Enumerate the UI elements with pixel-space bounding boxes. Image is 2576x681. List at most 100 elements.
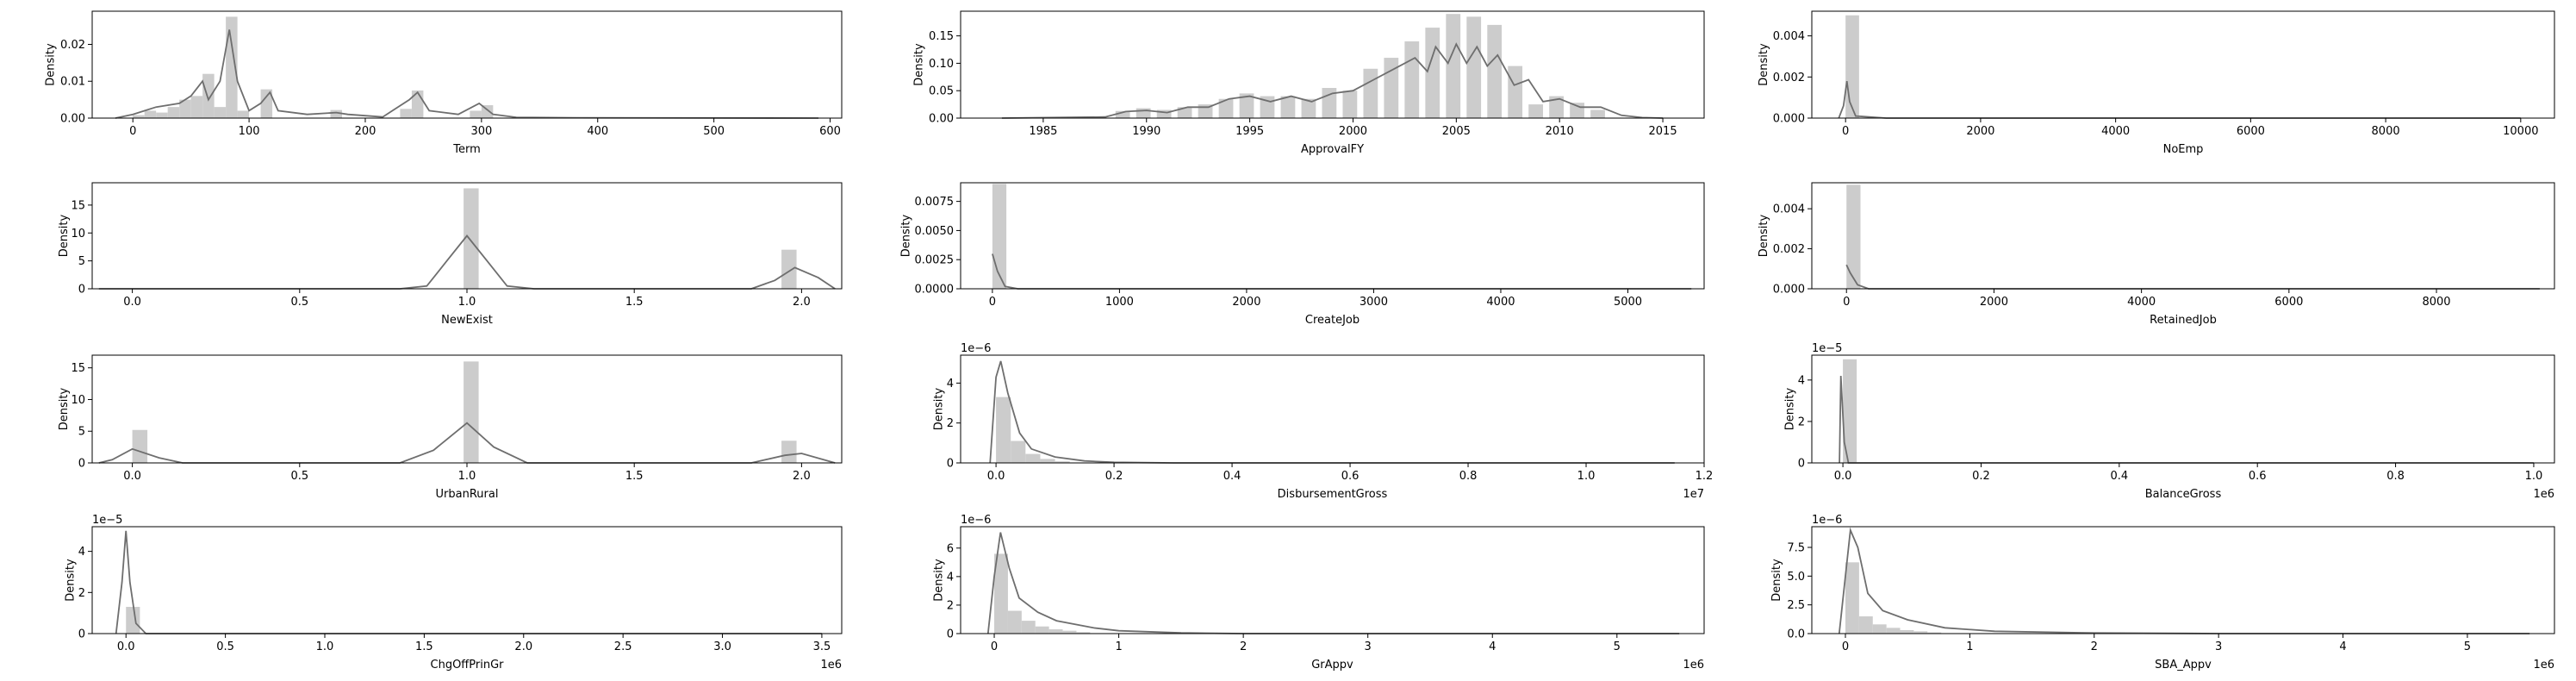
y-tick-label: 0.000: [1773, 284, 1805, 297]
x-axis-label: Term: [452, 143, 481, 156]
x-tick-label: 400: [587, 125, 608, 138]
histogram-bar: [190, 96, 203, 118]
histogram-bar: [400, 109, 412, 118]
y-tick-label: 10: [71, 394, 85, 407]
x-tick-label: 0: [989, 296, 996, 309]
kde-line: [98, 422, 836, 464]
y-axis-label: Density: [58, 214, 71, 257]
y-tick-label: 5.0: [1787, 571, 1805, 584]
histogram-bar: [1177, 107, 1192, 118]
x-tick-label: 0.5: [290, 296, 308, 309]
y-tick-label: 0: [947, 458, 954, 471]
histogram-bar: [237, 110, 250, 118]
panel-grappv: 0 1 2 3 4 5 0 2 4 6 GrAppv Density 1e−6 1e6: [932, 514, 1705, 672]
x-tick-label: 0.2: [1972, 470, 1990, 483]
x-tick-label: 200: [355, 125, 376, 138]
x-tick-label: 5: [2464, 640, 2471, 653]
x-tick-label: 2000: [1980, 296, 2008, 309]
y-tick-label: 15: [71, 199, 85, 212]
x-tick-label: 3: [2215, 640, 2222, 653]
y-axis-label: Density: [58, 387, 71, 430]
histogram-bar: [1425, 28, 1440, 119]
x-tick-label: 0.0: [987, 470, 1005, 483]
x-tick-label: 0.5: [290, 470, 308, 483]
kde-line: [989, 360, 1675, 464]
y-tick-label: 2.5: [1787, 599, 1805, 612]
kde-line: [1839, 375, 2534, 464]
x-tick-label: 3.5: [813, 640, 831, 653]
histogram-bar: [1342, 91, 1358, 118]
y-tick-label: 2: [947, 599, 954, 612]
x-axis-label: RetainedJob: [2150, 314, 2217, 327]
y-axis-label: Density: [64, 559, 77, 602]
x-axis-label: GrAppv: [1311, 659, 1353, 672]
histogram-bar: [781, 249, 797, 289]
x-tick-label: 0.6: [2249, 470, 2267, 483]
y-axis-label: Density: [932, 387, 945, 430]
histogram-bar: [1886, 628, 1901, 634]
histogram-bar: [1384, 58, 1399, 118]
histogram-bar: [1549, 96, 1564, 118]
x-tick-label: 2005: [1442, 125, 1471, 138]
y-offset-label: 1e−6: [961, 342, 991, 355]
kde-line: [986, 532, 1680, 634]
x-tick-label: 0: [129, 125, 136, 138]
panel-term: 0 100 200 300 400 500 600 0.00 0.01 0.02 Term Densi…: [45, 10, 843, 156]
x-tick-label: 2.0: [793, 296, 811, 309]
histogram-bar: [1872, 624, 1887, 634]
histogram-bar: [1843, 359, 1857, 463]
histogram-bar: [1404, 41, 1420, 118]
histogram-bar: [144, 110, 157, 118]
histogram-bar: [464, 188, 479, 289]
y-tick-label: 0.00: [60, 113, 85, 126]
y-tick-label: 0.000: [1773, 113, 1805, 126]
axes-frame: [960, 354, 1705, 464]
y-offset-label: 1e−5: [92, 514, 122, 527]
kde-line: [98, 234, 836, 290]
y-tick-label: 0.0: [1787, 628, 1805, 641]
x-tick-label: 1.2: [1696, 470, 1714, 483]
y-tick-label: 5: [78, 255, 85, 268]
histogram-bar: [1007, 610, 1022, 634]
x-tick-label: 0.4: [1223, 470, 1241, 483]
histogram-bar: [1076, 632, 1091, 634]
histogram-bar: [1011, 440, 1026, 463]
x-tick-label: 5000: [1614, 296, 1642, 309]
histogram-bar: [1900, 630, 1914, 634]
x-tick-label: 4000: [1486, 296, 1515, 309]
y-tick-label: 0: [1798, 458, 1805, 471]
histogram-bar: [1446, 14, 1461, 118]
panel-retainedjob: 0 2000 4000 6000 8000 0.000 0.002 0.004 Retained…: [1758, 182, 2555, 327]
axes-frame: [960, 10, 1705, 119]
histogram-bar: [156, 112, 168, 118]
panel-noemp: 0 2000 4000 6000 8000 10000 0.000 0.002 0.004 NoE…: [1758, 10, 2555, 156]
x-tick-label: 0.4: [2110, 470, 2128, 483]
histogram-bar: [1156, 109, 1172, 118]
histogram-bar: [1280, 96, 1296, 118]
histogram-bar: [1040, 459, 1055, 463]
panel-sba-appv: 0 1 2 3 4 5 0.0 2.5 5.0 7.5 SBA_Appv Density 1e−6 1e6: [1770, 514, 2555, 672]
histogram-bar: [1115, 110, 1130, 118]
y-tick-label: 0: [78, 628, 85, 641]
axes-frame: [1811, 182, 2555, 290]
histogram-bar: [132, 429, 148, 463]
x-tick-label: 8000: [2372, 125, 2400, 138]
histogram-bar: [1218, 98, 1234, 118]
axes-frame: [960, 526, 1705, 634]
x-tick-label: 6000: [2274, 296, 2303, 309]
histogram-bar: [1913, 631, 1928, 634]
x-tick-label: 5: [1614, 640, 1621, 653]
axes-frame: [1811, 10, 2555, 119]
x-tick-label: 0: [1842, 125, 1849, 138]
y-tick-label: 4: [947, 378, 954, 390]
y-tick-label: 15: [71, 362, 85, 375]
y-tick-label: 4: [947, 571, 954, 584]
y-offset-label: 1e−5: [1812, 342, 1842, 355]
y-tick-label: 0.10: [929, 58, 954, 71]
x-tick-label: 1.0: [1577, 470, 1596, 483]
x-tick-label: 1.5: [625, 470, 644, 483]
x-tick-label: 300: [470, 125, 492, 138]
x-tick-label: 2.0: [514, 640, 532, 653]
x-tick-label: 4000: [2127, 296, 2156, 309]
y-axis-label: Density: [899, 214, 912, 257]
